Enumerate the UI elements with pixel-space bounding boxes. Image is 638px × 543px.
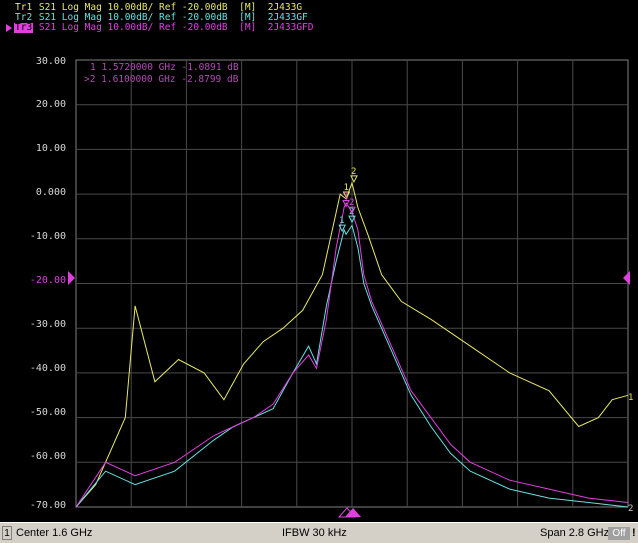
- analyzer-screen: Tr1 S21 Log Mag 10.00dB/ Ref -20.00dB [M…: [0, 0, 638, 522]
- warning-indicator: !: [632, 527, 636, 539]
- y-tick-label: -30.00: [29, 319, 66, 330]
- trace-name: 2J433GF: [267, 12, 308, 23]
- y-tick-label: -10.00: [29, 231, 66, 242]
- trace-mode: [M]: [239, 12, 257, 23]
- trace-line-1: [75, 181, 629, 508]
- y-tick-label: -60.00: [29, 451, 66, 462]
- center-frequency[interactable]: Center 1.6 GHz: [16, 527, 93, 539]
- off-indicator[interactable]: Off: [608, 527, 630, 540]
- stimulus-marker-outline-icon: [337, 507, 357, 518]
- trace-mode: [M]: [239, 2, 257, 13]
- reference-level-label: -20.00: [29, 275, 66, 286]
- marker-triangle-icon: [348, 206, 356, 215]
- marker-number-label: 1: [343, 183, 348, 193]
- trace-header-3[interactable]: Tr3 S21 Log Mag 10.00dB/ Ref -20.00dB [M…: [14, 23, 314, 33]
- active-trace-arrow-icon: [6, 24, 12, 32]
- y-tick-label: -70.00: [29, 500, 66, 511]
- marker-number-label: 1: [343, 192, 348, 202]
- trace-line-2: [75, 224, 629, 508]
- y-tick-label: 10.00: [35, 143, 66, 154]
- channel-indicator[interactable]: 1: [2, 526, 12, 540]
- trace-mode: [M]: [239, 22, 257, 33]
- y-tick-label: 0.000: [35, 187, 66, 198]
- trace-name: 2J433GFD: [267, 22, 314, 33]
- marker-number-label: 2: [351, 167, 356, 177]
- trace-name: 2J433G: [267, 2, 303, 13]
- marker-number-label: 2: [349, 198, 354, 208]
- trace-id: Tr1: [15, 2, 33, 13]
- marker-triangle-icon: [342, 200, 350, 208]
- marker-triangle-icon: [338, 224, 346, 233]
- y-tick-label: -40.00: [29, 363, 66, 374]
- marker-readout-1: 1 1.5720000 GHz -1.0891 dB: [90, 62, 239, 73]
- y-tick-label: -50.00: [29, 407, 66, 418]
- trace-header-2[interactable]: Tr2 S21 Log Mag 10.00dB/ Ref -20.00dB [M…: [14, 13, 308, 23]
- trace-desc: S21 Log Mag 10.00dB/ Ref -20.00dB: [38, 2, 228, 13]
- trace-end-label: 2: [628, 504, 633, 514]
- y-tick-label: 30.00: [35, 56, 66, 67]
- ifbw-setting[interactable]: IFBW 30 kHz: [282, 527, 347, 539]
- marker-triangle-icon: [350, 175, 358, 184]
- trace-header-1[interactable]: Tr1 S21 Log Mag 10.00dB/ Ref -20.00dB [M…: [14, 3, 302, 13]
- trace-desc: S21 Log Mag 10.00dB/ Ref -20.00dB: [38, 12, 228, 23]
- status-bar: 1 Center 1.6 GHz IFBW 30 kHz Span 2.8 GH…: [0, 522, 638, 543]
- marker-triangle-icon: [342, 191, 351, 200]
- stimulus-marker-icon: [345, 508, 361, 517]
- trace-id: Tr3: [14, 22, 34, 33]
- reference-arrow-icon: [68, 271, 75, 285]
- trace-end-label: 1: [628, 393, 633, 403]
- trace-desc: S21 Log Mag 10.00dB/ Ref -20.00dB: [38, 22, 228, 33]
- trace-id: Tr2: [15, 12, 33, 23]
- reference-arrow-right-icon: [623, 271, 630, 285]
- marker-readout-2: >2 1.6100000 GHz -2.8799 dB: [84, 74, 239, 85]
- y-tick-label: 20.00: [35, 99, 66, 110]
- marker-triangle-icon: [348, 215, 356, 224]
- marker-number-label: 1: [339, 216, 344, 226]
- plot-grid: [75, 59, 629, 508]
- span-setting[interactable]: Span 2.8 GHz: [540, 527, 610, 539]
